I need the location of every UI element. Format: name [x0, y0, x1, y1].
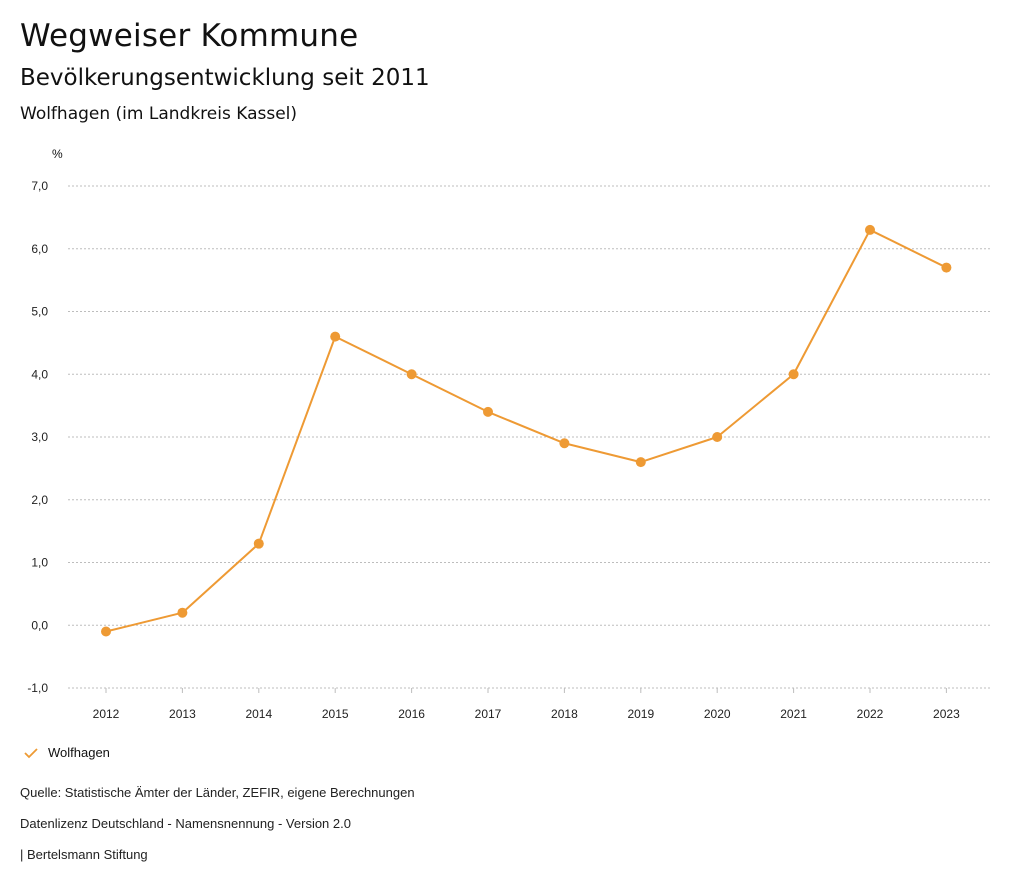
line-chart: -1,00,01,02,03,04,05,06,07,0 2012 2013 201…	[27, 179, 990, 721]
x-tick-label: 2014	[245, 707, 272, 721]
data-point	[330, 331, 341, 342]
series-layer	[101, 224, 952, 637]
x-tick-label: 2015	[322, 707, 349, 721]
data-point	[483, 406, 493, 417]
legend-item-wolfhagen[interactable]: Wolfhagen	[22, 745, 110, 760]
x-tick-label: 2021	[780, 707, 807, 721]
y-tick-label: 1,0	[31, 556, 48, 570]
x-tick-label: 2013	[169, 707, 196, 721]
data-point	[941, 262, 952, 273]
data-point	[865, 224, 875, 235]
x-tick-labels: 2012 2013 2014 2015 2016 2017 2018 2019 2020 2021…	[93, 688, 960, 721]
data-point	[635, 457, 646, 468]
chart-subtitle: Bevölkerungsentwicklung seit 2011	[20, 65, 430, 91]
x-tick-label: 2023	[933, 707, 960, 721]
x-tick-label: 2022	[857, 707, 884, 721]
data-point	[253, 538, 264, 549]
data-point	[177, 607, 188, 618]
chart-title: Wegweiser Kommune	[20, 18, 359, 54]
x-tick-label: 2019	[627, 707, 654, 721]
publisher-note[interactable]: | Bertelsmann Stiftung	[20, 847, 148, 862]
data-point	[101, 626, 111, 637]
y-axis-unit: %	[52, 147, 63, 161]
legend-check-icon	[24, 747, 38, 758]
y-tick-label: 3,0	[31, 430, 48, 444]
y-tick-label: 2,0	[31, 493, 48, 507]
grid-layer	[68, 185, 990, 689]
y-tick-label: 4,0	[31, 367, 48, 381]
data-point	[712, 432, 723, 442]
x-tick-label: 2016	[398, 707, 425, 721]
y-tick-labels: -1,0 0,0 1,0 2,0 3,0 4,0 5,0 6,0 7,0	[27, 179, 48, 695]
y-tick-label: 6,0	[31, 242, 48, 256]
data-point	[406, 369, 417, 380]
y-tick-label: 0,0	[31, 618, 48, 632]
x-tick-label: 2017	[475, 707, 502, 721]
x-tick-label: 2020	[704, 707, 731, 721]
y-tick-label: 5,0	[31, 305, 48, 319]
data-point	[788, 369, 799, 380]
x-tick-label: 2018	[551, 707, 578, 721]
data-point	[559, 438, 570, 449]
legend-label: Wolfhagen	[48, 745, 110, 760]
series-line	[105, 228, 947, 633]
y-tick-label: -1,0	[27, 681, 48, 695]
license-note[interactable]: Datenlizenz Deutschland - Namensnennung …	[20, 816, 351, 831]
x-tick-label: 2012	[93, 707, 120, 721]
chart-place: Wolfhagen (im Landkreis Kassel)	[20, 104, 298, 124]
source-note: Quelle: Statistische Ämter der Länder, Z…	[20, 785, 415, 800]
y-tick-label: 7,0	[31, 179, 48, 193]
